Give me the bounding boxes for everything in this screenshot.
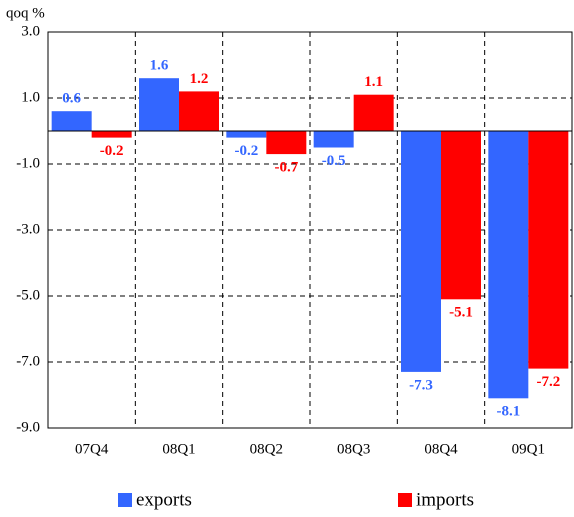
plot-border	[47, 31, 573, 429]
value-label: -5.1	[449, 305, 473, 321]
y-tick-label: -5.0	[16, 287, 40, 303]
bar	[226, 131, 267, 138]
bar	[488, 131, 529, 399]
bar	[401, 131, 441, 372]
x-tick-label: 09Q1	[512, 441, 545, 457]
x-tick-label: 08Q3	[337, 441, 370, 457]
bar	[313, 131, 354, 148]
bar	[51, 111, 92, 131]
value-label: 1.1	[364, 74, 383, 90]
x-tick-label: 08Q4	[424, 441, 458, 457]
bar	[266, 131, 307, 155]
legend-label: exports	[136, 489, 192, 510]
bar	[139, 78, 179, 131]
value-label: 1.6	[150, 58, 169, 74]
y-tick-label: 1.0	[21, 89, 40, 105]
value-label: 0.6	[62, 91, 81, 107]
value-label: -0.7	[274, 160, 298, 176]
legend-label: imports	[416, 489, 474, 510]
bar	[91, 131, 132, 138]
x-tick-label: 08Q2	[250, 441, 283, 457]
bar	[353, 94, 394, 131]
y-tick-label: 3.0	[21, 23, 40, 39]
value-label: -7.3	[409, 377, 433, 393]
x-tick-label: 07Q4	[75, 441, 109, 457]
legend-swatch	[398, 493, 412, 507]
bar	[528, 131, 569, 369]
legend-swatch	[118, 493, 132, 507]
bar	[441, 131, 481, 300]
value-label: 1.2	[190, 71, 209, 87]
y-tick-label: -7.0	[16, 353, 40, 369]
value-label: -8.1	[496, 404, 520, 420]
y-tick-label: -9.0	[16, 419, 40, 435]
x-tick-label: 08Q1	[162, 441, 195, 457]
y-axis-label: qoq %	[6, 5, 45, 21]
value-label: -0.2	[100, 143, 124, 159]
bar	[179, 91, 219, 131]
value-label: -0.5	[322, 153, 346, 169]
value-label: -0.2	[234, 143, 258, 159]
y-tick-label: -3.0	[16, 221, 40, 237]
value-label: -7.2	[536, 374, 560, 390]
y-tick-label: -1.0	[16, 155, 40, 171]
